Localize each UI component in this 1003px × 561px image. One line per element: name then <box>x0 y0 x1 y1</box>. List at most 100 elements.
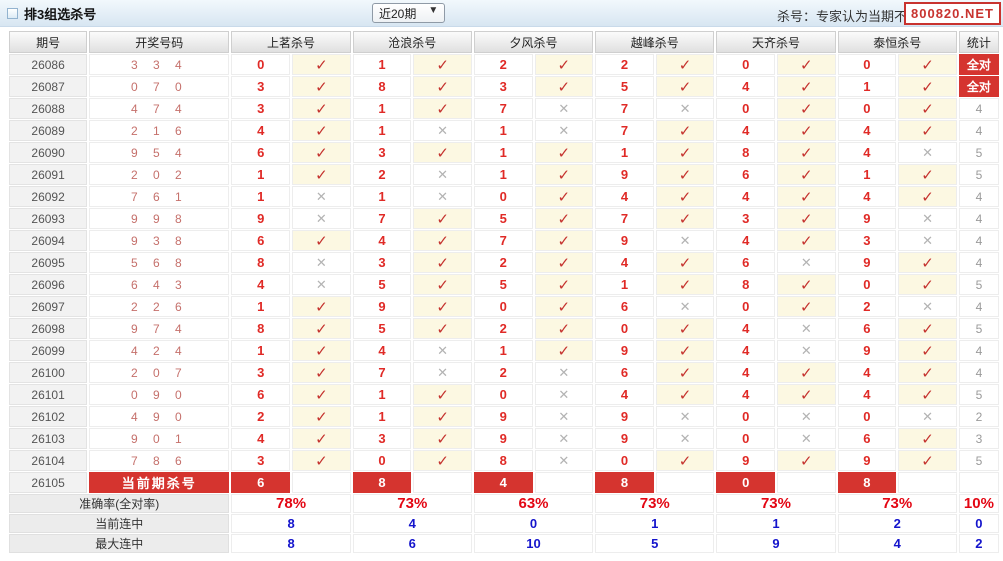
hit-check-icon: ✓ <box>534 208 594 229</box>
draw-numbers-cell: 2 0 7 <box>89 362 230 383</box>
hit-check-icon: ✓ <box>655 318 715 339</box>
miss-x-icon: ✕ <box>655 98 715 119</box>
expert-kill-cell: 9 ✓ <box>837 450 957 471</box>
period-range-select[interactable]: 近20期 ▼ <box>372 3 446 23</box>
col-header-expert6: 泰恒杀号 <box>837 31 957 53</box>
expert-kill-cell: 7 ✓ <box>595 120 715 141</box>
hit-check-icon: ✓ <box>898 384 957 405</box>
kill-number: 1 <box>231 340 291 361</box>
expert-kill-cell: 0 ✓ <box>231 54 351 75</box>
hit-check-icon: ✓ <box>898 428 957 449</box>
kill-number: 5 <box>595 76 654 97</box>
expert-kill-cell: 5 ✓ <box>473 274 594 295</box>
table-row: 26093 9 9 8 9 ✕ 7 ✓ 5 ✓ 7 ✓ 3 ✓ 9 ✕ 4 <box>9 208 999 229</box>
expert-kill-cell: 4 ✓ <box>837 120 957 141</box>
period-cell: 26102 <box>9 406 88 427</box>
stat-count-cell: 4 <box>958 186 999 207</box>
kill-number: 0 <box>716 472 775 493</box>
panel-checkbox[interactable] <box>7 7 18 19</box>
kill-number: 7 <box>595 120 654 141</box>
expert-kill-cell: 2 ✓ <box>595 54 715 75</box>
expert-kill-cell: 7 ✕ <box>595 98 715 119</box>
draw-numbers-cell: 9 9 8 <box>89 208 230 229</box>
expert-kill-cell: 4 ✓ <box>716 120 836 141</box>
expert-kill-cell: 4 ✕ <box>716 340 836 361</box>
expert-kill-cell: 1 ✓ <box>595 142 715 163</box>
all-correct-badge: 全对 <box>958 54 999 75</box>
expert-kill-cell: 1 ✓ <box>595 274 715 295</box>
table-row: 26094 9 3 8 6 ✓ 4 ✓ 7 ✓ 9 ✕ 4 ✓ 3 ✕ 4 <box>9 230 999 251</box>
expert-kill-cell: 2 ✕ <box>837 296 957 317</box>
kill-number: 8 <box>716 142 775 163</box>
expert-kill-cell: 3 ✓ <box>231 76 351 97</box>
hit-check-icon: ✓ <box>655 186 715 207</box>
expert-kill-cell: 0 ✓ <box>473 296 594 317</box>
kill-number: 9 <box>595 230 654 251</box>
period-cell: 26101 <box>9 384 88 405</box>
col-header-period: 期号 <box>9 31 88 53</box>
col-header-expert2: 沧浪杀号 <box>352 31 472 53</box>
draw-numbers-cell: 9 5 4 <box>89 142 230 163</box>
expert-kill-cell: 4 ✓ <box>716 186 836 207</box>
expert-kill-cell: 8 <box>352 472 472 493</box>
expert-kill-cell: 0 ✓ <box>837 54 957 75</box>
miss-x-icon: ✕ <box>898 230 957 251</box>
table-row: 26086 3 3 4 0 ✓ 1 ✓ 2 ✓ 2 ✓ 0 ✓ 0 ✓ 全对 <box>9 54 999 75</box>
miss-x-icon: ✕ <box>413 186 472 207</box>
table-row: 26087 0 7 0 3 ✓ 8 ✓ 3 ✓ 5 ✓ 4 ✓ 1 ✓ 全对 <box>9 76 999 97</box>
hit-check-icon: ✓ <box>655 120 715 141</box>
expert-kill-cell: 4 ✓ <box>716 362 836 383</box>
kill-number: 4 <box>716 120 775 141</box>
hit-check-icon: ✓ <box>413 318 472 339</box>
expert-kill-cell: 6 ✕ <box>716 252 836 273</box>
miss-x-icon: ✕ <box>534 362 594 383</box>
draw-numbers-cell: 4 2 4 <box>89 340 230 361</box>
all-correct-badge: 全对 <box>958 76 999 97</box>
expert-kill-cell: 6 ✓ <box>231 230 351 251</box>
summary-value: 8 <box>231 514 351 533</box>
kill-number: 6 <box>231 472 291 493</box>
expert-kill-cell: 0 ✓ <box>837 98 957 119</box>
period-cell: 26097 <box>9 296 88 317</box>
kill-number: 6 <box>837 318 897 339</box>
kill-number: 9 <box>837 208 897 229</box>
kill-number: 2 <box>473 318 533 339</box>
stat-count-cell: 4 <box>958 120 999 141</box>
expert-kill-cell: 1 ✓ <box>231 340 351 361</box>
summary-row: 当前连中 8 4 0 1 1 2 0 <box>9 514 999 533</box>
period-cell: 26104 <box>9 450 88 471</box>
kill-number: 5 <box>352 318 412 339</box>
summary-row: 准确率(全对率) 78% 73% 63% 73% 73% 73% 10% <box>9 494 999 513</box>
kill-number: 3 <box>231 76 291 97</box>
expert-kill-cell: 8 <box>595 472 715 493</box>
hit-check-icon: ✓ <box>777 362 836 383</box>
miss-x-icon: ✕ <box>777 318 836 339</box>
kill-number: 4 <box>716 340 775 361</box>
hit-check-icon: ✓ <box>413 142 472 163</box>
empty-mark-cell <box>777 472 836 493</box>
expert-kill-cell: 1 ✓ <box>473 164 594 185</box>
hit-check-icon: ✓ <box>655 384 715 405</box>
expert-kill-cell: 7 ✓ <box>473 230 594 251</box>
hit-check-icon: ✓ <box>292 142 351 163</box>
expert-kill-cell: 9 ✓ <box>837 252 957 273</box>
stat-count-cell: 4 <box>958 252 999 273</box>
expert-kill-cell: 4 ✓ <box>595 384 715 405</box>
stat-count-cell <box>958 472 999 493</box>
kill-number: 1 <box>231 164 291 185</box>
expert-kill-cell: 9 ✓ <box>352 296 472 317</box>
hit-check-icon: ✓ <box>655 274 715 295</box>
kill-number: 3 <box>837 230 897 251</box>
draw-numbers-cell: 4 9 0 <box>89 406 230 427</box>
kill-number: 9 <box>595 164 654 185</box>
expert-kill-cell: 6 ✕ <box>595 296 715 317</box>
summary-value: 5 <box>595 534 715 553</box>
summary-value: 8 <box>231 534 351 553</box>
period-cell: 26091 <box>9 164 88 185</box>
expert-kill-cell: 5 ✓ <box>473 208 594 229</box>
kill-number: 0 <box>716 296 775 317</box>
expert-kill-cell: 9 ✕ <box>595 428 715 449</box>
hit-check-icon: ✓ <box>655 252 715 273</box>
hit-check-icon: ✓ <box>898 274 957 295</box>
hit-check-icon: ✓ <box>777 120 836 141</box>
